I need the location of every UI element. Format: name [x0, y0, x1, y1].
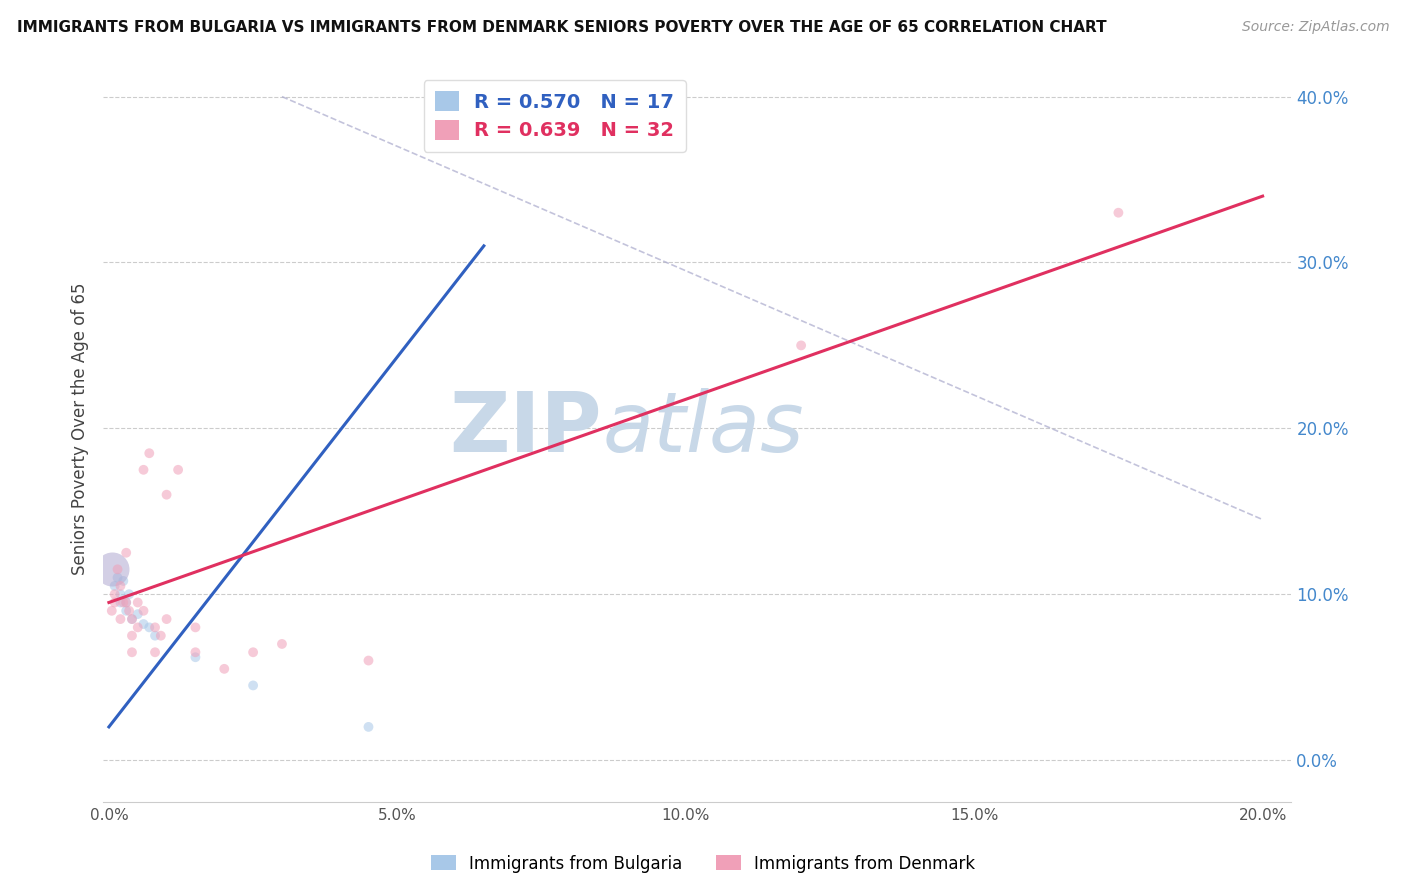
Point	[101, 562, 124, 576]
Point	[118, 587, 141, 601]
Point	[184, 620, 207, 634]
Point	[121, 645, 143, 659]
Point	[184, 645, 207, 659]
Text: ZIP: ZIP	[450, 388, 602, 469]
Point	[214, 662, 236, 676]
Point	[104, 579, 127, 593]
Point	[242, 645, 264, 659]
Point	[121, 612, 143, 626]
Point	[184, 650, 207, 665]
Point	[121, 629, 143, 643]
Point	[138, 620, 160, 634]
Point	[271, 637, 294, 651]
Text: IMMIGRANTS FROM BULGARIA VS IMMIGRANTS FROM DENMARK SENIORS POVERTY OVER THE AGE: IMMIGRANTS FROM BULGARIA VS IMMIGRANTS F…	[17, 20, 1107, 35]
Point	[115, 604, 138, 618]
Point	[155, 488, 177, 502]
Point	[155, 612, 177, 626]
Point	[107, 562, 129, 576]
Point	[127, 620, 149, 634]
Point	[138, 446, 160, 460]
Legend: R = 0.570   N = 17, R = 0.639   N = 32: R = 0.570 N = 17, R = 0.639 N = 32	[423, 79, 686, 152]
Point	[110, 587, 132, 601]
Point	[132, 604, 155, 618]
Point	[143, 645, 166, 659]
Point	[104, 595, 127, 609]
Point	[357, 720, 380, 734]
Point	[167, 463, 190, 477]
Point	[127, 595, 149, 609]
Point	[104, 587, 127, 601]
Text: atlas: atlas	[602, 388, 804, 469]
Y-axis label: Seniors Poverty Over the Age of 65: Seniors Poverty Over the Age of 65	[72, 282, 89, 574]
Point	[121, 612, 143, 626]
Point	[118, 604, 141, 618]
Point	[357, 654, 380, 668]
Point	[115, 595, 138, 609]
Text: Source: ZipAtlas.com: Source: ZipAtlas.com	[1241, 20, 1389, 34]
Point	[149, 629, 172, 643]
Point	[115, 595, 138, 609]
Point	[112, 595, 135, 609]
Point	[127, 607, 149, 621]
Point	[242, 678, 264, 692]
Point	[132, 617, 155, 632]
Point	[107, 571, 129, 585]
Point	[101, 604, 124, 618]
Point	[110, 579, 132, 593]
Legend: Immigrants from Bulgaria, Immigrants from Denmark: Immigrants from Bulgaria, Immigrants fro…	[425, 848, 981, 880]
Point	[110, 612, 132, 626]
Point	[115, 546, 138, 560]
Point	[143, 629, 166, 643]
Point	[112, 574, 135, 588]
Point	[143, 620, 166, 634]
Point	[790, 338, 813, 352]
Point	[110, 595, 132, 609]
Point	[1107, 205, 1129, 219]
Point	[132, 463, 155, 477]
